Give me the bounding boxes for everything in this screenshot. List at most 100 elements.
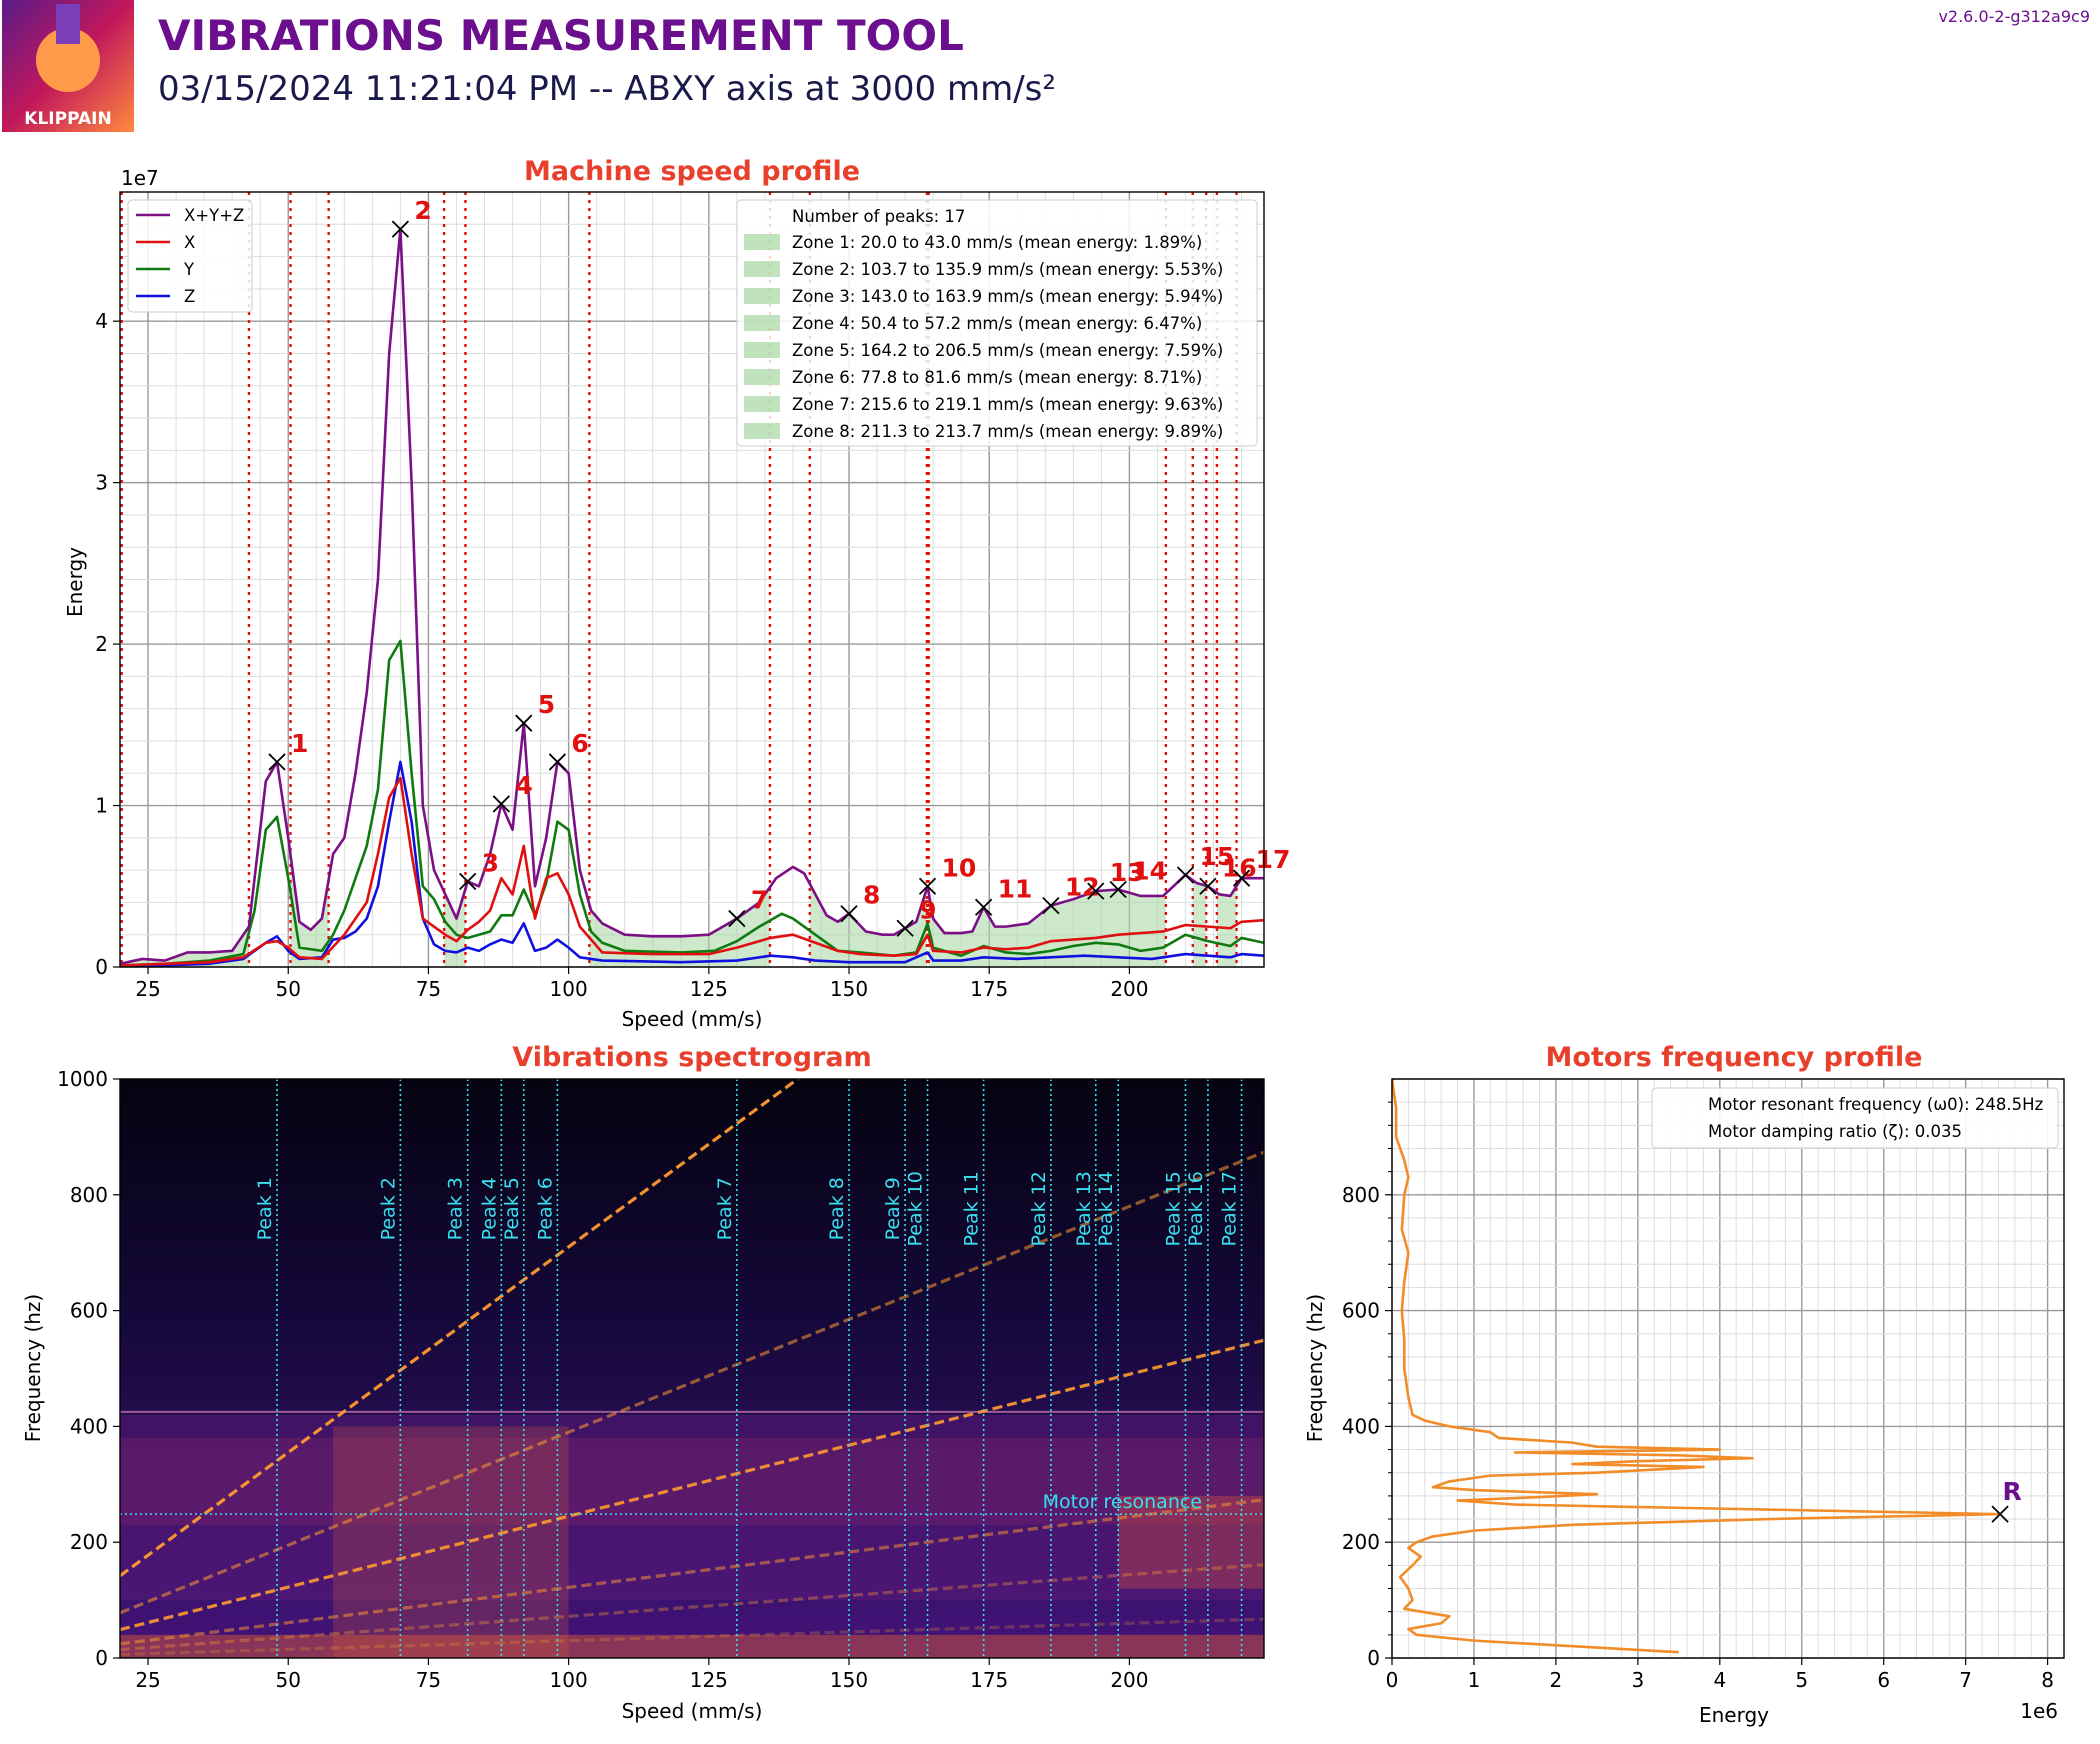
peak-marker-icon (515, 714, 533, 732)
spectro-y-tick-label: 400 (70, 1414, 108, 1438)
motor-x-tick-label: 6 (1877, 1668, 1890, 1692)
speed-profile-title: Machine speed profile (524, 156, 860, 187)
peak-marker-icon (1232, 869, 1251, 887)
series-line-xyz (120, 227, 1264, 966)
motor-x-tick-label: 7 (1959, 1668, 1972, 1692)
motor-y-tick-label: 400 (1342, 1414, 1380, 1438)
spectrogram-x-axis-label: Speed (mm/s) (622, 1699, 763, 1723)
zone-legend-swatch (744, 369, 780, 385)
speed-x-tick-label: 50 (276, 977, 301, 1001)
zone-legend-label: Zone 1: 20.0 to 43.0 mm/s (mean energy: … (792, 233, 1202, 252)
motor-x-tick-label: 5 (1795, 1668, 1808, 1692)
zone-legend-label: Zone 2: 103.7 to 135.9 mm/s (mean energy… (792, 260, 1223, 279)
spectrogram-y-axis-label: Frequency (hz) (21, 1294, 45, 1442)
motor-x-tick-label: 0 (1386, 1668, 1399, 1692)
motor-x-multiplier: 1e6 (2020, 1699, 2058, 1723)
motor-x-axis-label: Energy (1699, 1703, 1769, 1727)
resonance-marker-label: R (2002, 1477, 2021, 1506)
spectro-energy-band (120, 1634, 1264, 1658)
spectro-peak-label: Peak 12 (1028, 1171, 1050, 1246)
spectro-harmonic-line (120, 1617, 1264, 1657)
speed-x-tick-label: 200 (1110, 977, 1148, 1001)
peak-label: 12 (1065, 873, 1100, 902)
peak-label: 5 (538, 690, 555, 719)
speed-zone-area (1216, 886, 1237, 967)
series-legend: X+Y+Z XYZ (127, 199, 253, 313)
spectro-y-tick-label: 800 (70, 1183, 108, 1207)
spectro-peak-label: Peak 3 (445, 1177, 467, 1240)
peak-marker-icon (840, 905, 858, 923)
spectro-x-tick-label: 200 (1110, 1668, 1148, 1692)
spectro-harmonic-line (120, 1150, 1264, 1615)
zone-legend-label: Zone 3: 143.0 to 163.9 mm/s (mean energy… (792, 287, 1223, 306)
klippain-logo: KLIPPAIN (2, 0, 134, 132)
logo-mascot-icon (36, 28, 100, 92)
spectro-energy-band (120, 1414, 1264, 1601)
spectrogram-title: Vibrations spectrogram (512, 1042, 871, 1073)
spectro-harmonic-line (120, 1338, 1264, 1632)
zone-legend-label: Zone 6: 77.8 to 81.6 mm/s (mean energy: … (792, 368, 1202, 387)
zone-legend-label: Zone 5: 164.2 to 206.5 mm/s (mean energy… (792, 341, 1223, 360)
spectro-peak-label: Peak 16 (1185, 1171, 1207, 1246)
zone-legend-swatch (744, 261, 780, 277)
motor-plot-frame (1391, 1078, 2065, 1659)
peak-label: 1 (291, 729, 308, 758)
spectrogram-chart: Vibrations spectrogram Peak 1 Peak 2 Peak … (21, 1042, 1265, 1723)
spectro-x-tick-label: 125 (690, 1668, 728, 1692)
peak-marker-icon (918, 877, 937, 895)
peak-label: 14 (1132, 857, 1167, 886)
peak-marker-icon (728, 909, 746, 928)
peak-label: 9 (919, 895, 936, 924)
version-label: v2.6.0-2-g312a9c9 (1938, 7, 2090, 26)
zone-legend-label: Zone 7: 215.6 to 219.1 mm/s (mean energy… (792, 395, 1223, 414)
logo-text: KLIPPAIN (24, 109, 111, 129)
motor-resonance-legend: Motor resonant frequency (ω0): 248.5Hz (1708, 1095, 2043, 1114)
peak-marker-icon (1199, 877, 1217, 895)
peak-marker-icon (1042, 897, 1060, 915)
spectro-y-tick-label: 0 (95, 1646, 108, 1670)
speed-y-axis-label: Energy (63, 547, 87, 617)
spectro-peak-label: Peak 6 (534, 1177, 556, 1240)
series-legend-label: Y (183, 260, 195, 279)
spectro-harmonic-line (120, 1498, 1264, 1646)
speed-x-tick-label: 100 (550, 977, 588, 1001)
peaks-count-label: Number of peaks: 17 (792, 207, 965, 226)
speed-y-tick-label: 1 (95, 794, 108, 818)
motor-profile-chart: Motors frequency profile R 0 1 2 3 4 5 6 7 8 0 200… (1303, 1042, 2065, 1727)
spectro-x-tick-label: 100 (550, 1668, 588, 1692)
spectro-energy-band (1118, 1495, 1264, 1589)
series-legend-label: X (184, 233, 195, 252)
speed-x-tick-label: 150 (830, 977, 868, 1001)
spectro-energy-band (333, 1426, 569, 1658)
speed-x-tick-label: 175 (970, 977, 1008, 1001)
spectro-harmonic-line (120, 1079, 801, 1578)
motor-x-tick-label: 1 (1468, 1668, 1481, 1692)
spectro-peak-label: Peak 7 (714, 1177, 736, 1240)
spectro-y-tick-label: 200 (70, 1530, 108, 1554)
peak-marker-icon (1087, 882, 1105, 900)
motor-y-axis-label: Frequency (hz) (1303, 1294, 1327, 1442)
motor-x-tick-label: 8 (2041, 1668, 2054, 1692)
peak-label: 7 (751, 886, 768, 915)
header: KLIPPAIN VIBRATIONS MEASUREMENT TOOL 03/… (2, 0, 2090, 132)
peak-marker-icon (548, 753, 567, 771)
peak-marker-icon (459, 872, 477, 891)
spectro-peak-label: Peak 4 (478, 1177, 500, 1240)
series-line-y (120, 639, 1264, 967)
spectro-peak-label: Peak 10 (905, 1171, 927, 1246)
speed-x-tick-label: 125 (690, 977, 728, 1001)
speed-zone-area (809, 883, 927, 967)
motor-y-tick-label: 0 (1367, 1646, 1380, 1670)
spectro-peak-label: Peak 9 (882, 1177, 904, 1240)
peak-label: 8 (863, 881, 880, 910)
spectro-y-tick-label: 600 (70, 1299, 108, 1323)
series-legend-label: Z (184, 287, 195, 306)
peak-marker-icon (268, 753, 286, 771)
spectro-peak-label: Peak 1 (254, 1177, 276, 1240)
spectro-x-tick-label: 75 (416, 1668, 441, 1692)
zone-legend-label: Zone 8: 211.3 to 213.7 mm/s (mean energy… (792, 422, 1223, 441)
peak-label: 16 (1222, 853, 1257, 882)
zone-legend-swatch (744, 288, 780, 304)
peak-marker-icon (492, 795, 510, 813)
